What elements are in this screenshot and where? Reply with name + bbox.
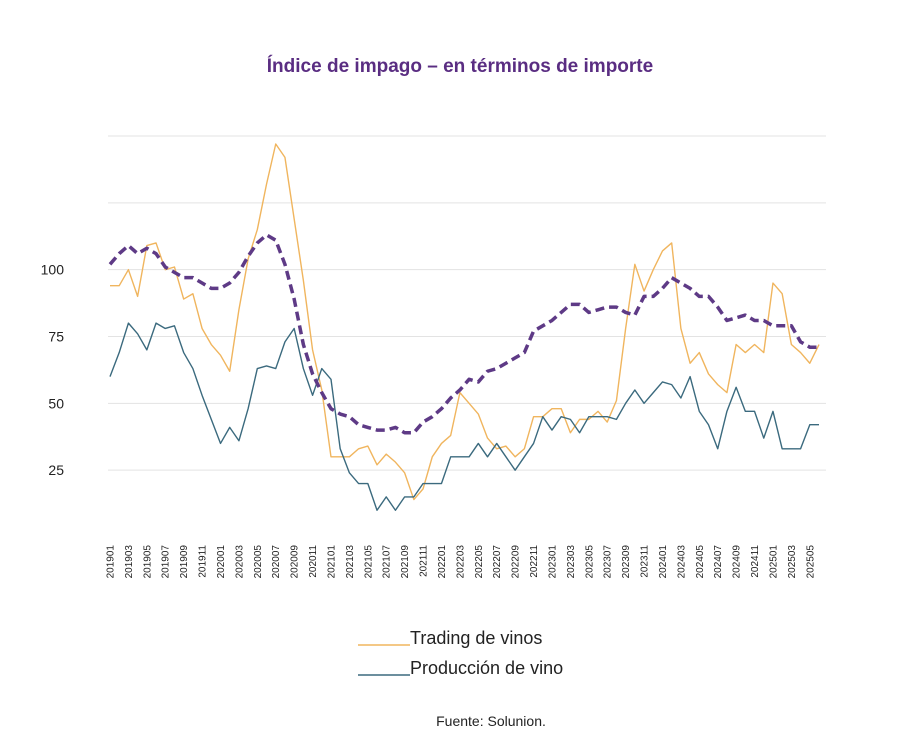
chart-title: Índice de impago – en términos de import… (267, 55, 653, 77)
x-tick-label: 202505 (805, 545, 816, 579)
x-tick-label: 202403 (676, 545, 687, 579)
x-tick-label: 202205 (474, 545, 485, 579)
x-tick-label: 202103 (345, 545, 356, 579)
x-tick-label: 201909 (179, 545, 190, 579)
x-tick-label: 202309 (621, 545, 632, 579)
y-tick-label: 50 (48, 395, 64, 411)
x-tick-label: 202001 (216, 545, 227, 579)
x-tick-label: 202101 (326, 545, 337, 579)
x-tick-label: 202201 (437, 545, 448, 579)
x-tick-label: 202007 (271, 545, 282, 579)
x-tick-label: 202301 (547, 545, 558, 579)
source: Fuente: Solunion. (436, 713, 546, 729)
x-tick-label: 202109 (400, 545, 411, 579)
x-tick-label: 202003 (234, 545, 245, 579)
x-tick-label: 202311 (640, 545, 651, 578)
x-tick-label: 202401 (658, 545, 669, 579)
x-tick-label: 201905 (142, 545, 153, 579)
x-tick-label: 202107 (382, 545, 393, 579)
x-tick-label: 202303 (566, 545, 577, 579)
legend-label: Trading de vinos (410, 628, 542, 648)
x-tick-label: 202411 (750, 545, 761, 578)
x-tick-label: 202009 (290, 545, 301, 579)
x-tick-label: 201911 (198, 545, 209, 578)
series-line (110, 143, 820, 501)
x-tick-label: 202307 (603, 545, 614, 579)
x-tick-label: 202105 (363, 545, 374, 579)
x-tick-label: 202111 (419, 545, 430, 577)
x-tick-label: 202407 (713, 545, 724, 579)
series-line (109, 322, 819, 511)
x-tick-label: 202209 (511, 545, 522, 579)
x-tick-label: 201903 (124, 545, 135, 579)
x-tick-label: 202305 (584, 545, 595, 579)
y-tick-label: 25 (48, 462, 64, 478)
x-tick-label: 202005 (253, 545, 264, 579)
x-tick-label: 201907 (161, 545, 172, 579)
x-tick-label: 202207 (492, 545, 503, 579)
series-line (108, 233, 819, 435)
x-tick-label: 201901 (106, 545, 117, 579)
x-tick-label: 202501 (768, 545, 779, 579)
x-tick-label: 202405 (695, 545, 706, 579)
y-tick-label: 75 (48, 329, 64, 345)
x-tick-label: 202211 (529, 545, 540, 578)
y-tick-label: 100 (41, 262, 65, 278)
x-tick-label: 202409 (732, 545, 743, 579)
x-tick-label: 202011 (308, 545, 319, 578)
legend-label: Producción de vino (410, 658, 563, 678)
x-tick-label: 202203 (455, 545, 466, 579)
x-tick-label: 202503 (787, 545, 798, 579)
